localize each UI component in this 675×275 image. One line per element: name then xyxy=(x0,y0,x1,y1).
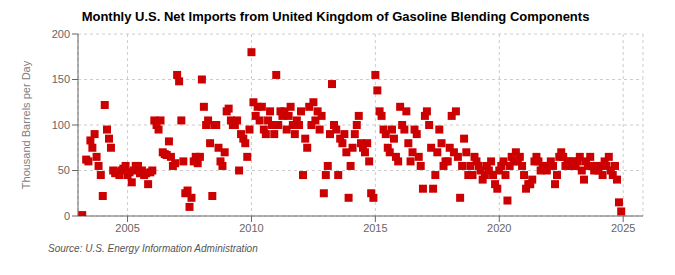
svg-text:2005: 2005 xyxy=(115,222,139,234)
svg-text:100: 100 xyxy=(52,119,70,131)
html-text:Source: U.S. Energy Informatio: Source: U.S. Energy Information Administ… xyxy=(48,243,258,254)
svg-text:150: 150 xyxy=(52,73,70,85)
svg-text:200: 200 xyxy=(52,28,70,40)
svg-text:2010: 2010 xyxy=(239,222,263,234)
svg-text:2025: 2025 xyxy=(611,222,635,234)
svg-text:50: 50 xyxy=(58,164,70,176)
svg-text:2020: 2020 xyxy=(487,222,511,234)
svg-text:0: 0 xyxy=(64,210,70,222)
html-text:Monthly U.S. Net Imports from: Monthly U.S. Net Imports from United Kin… xyxy=(81,9,590,24)
svg-text:Thousand Barrels per Day: Thousand Barrels per Day xyxy=(20,60,32,189)
svg-text:2015: 2015 xyxy=(363,222,387,234)
